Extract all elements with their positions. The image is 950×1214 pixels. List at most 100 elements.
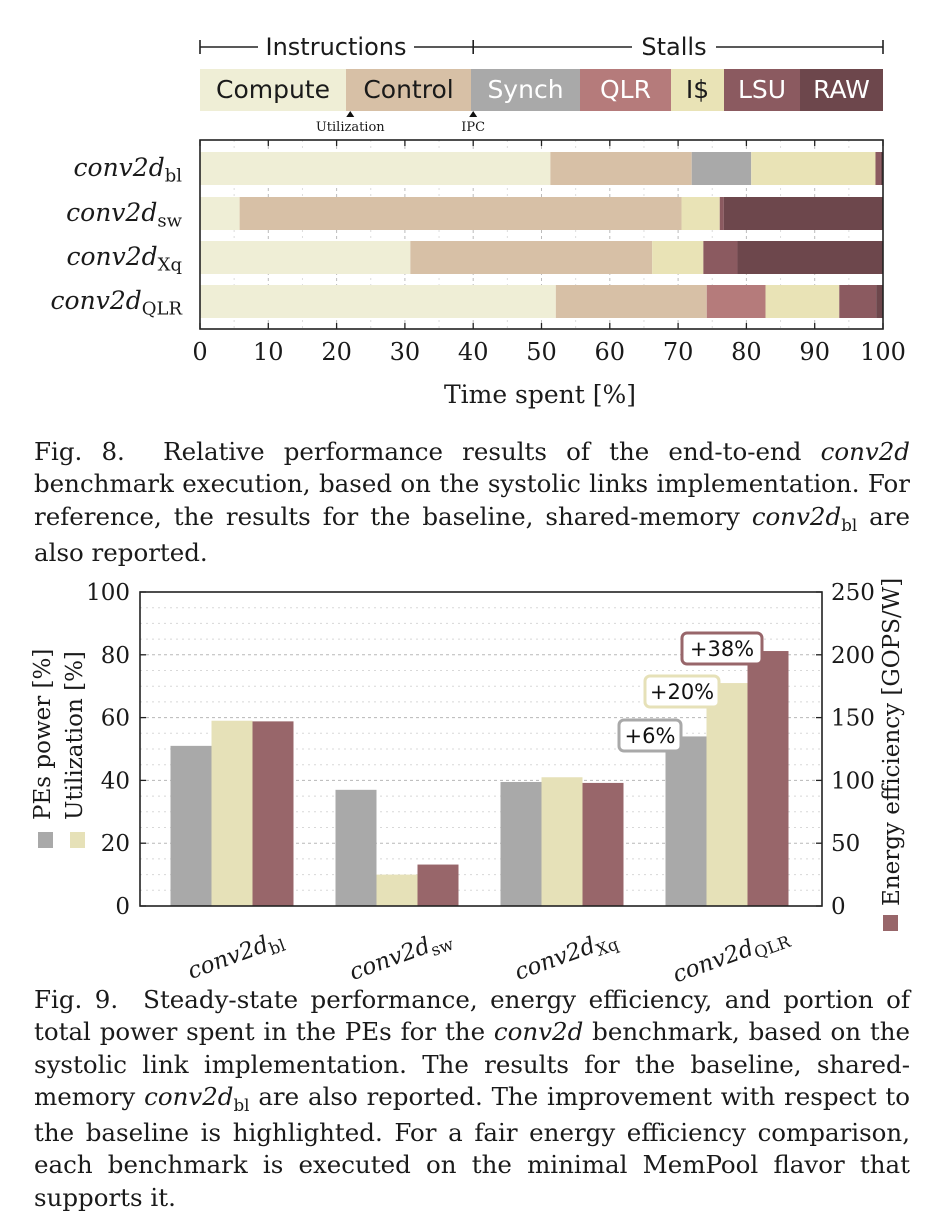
bar-segment <box>681 197 720 230</box>
x-tick-label: 30 <box>390 338 421 366</box>
x-tick-label: 60 <box>595 338 626 366</box>
legend-label: I$ <box>686 75 709 104</box>
bar-segment <box>200 241 411 274</box>
bar <box>376 874 418 906</box>
legend-swatch-icache <box>671 69 724 111</box>
bar-segment <box>652 241 704 274</box>
improvement-label: +6% <box>625 724 676 748</box>
bar-segment <box>200 285 556 318</box>
axis-legend-swatch <box>883 915 898 931</box>
x-tick-label: 10 <box>253 338 284 366</box>
row-label: conv2dQLR <box>51 286 183 320</box>
caption-text: Steady-state performance, energy efficie… <box>34 985 910 1047</box>
category-label: conv2dbl <box>184 926 288 987</box>
bar <box>665 736 707 906</box>
row-label: conv2dbl <box>74 153 183 187</box>
bar-segment <box>239 197 682 230</box>
bar <box>170 745 212 906</box>
axis-legend-swatch <box>70 832 85 848</box>
bar-segment <box>200 197 240 230</box>
plot-frame <box>139 591 823 907</box>
bar-segment <box>550 152 692 185</box>
improvement-badge <box>617 718 683 753</box>
stalls-header: Stalls <box>641 33 706 61</box>
y-tick-label-right: 150 <box>831 706 875 732</box>
y-tick-label-left: 80 <box>101 643 130 669</box>
caption-subscript: bl <box>233 1095 250 1115</box>
caption-text: are also reported. <box>34 501 910 567</box>
legend-label: LSU <box>738 75 786 104</box>
bar-segment <box>737 241 883 274</box>
y-axis-label-right: Energy efficiency [GOPS/W] <box>879 578 905 906</box>
x-tick-label: 50 <box>526 338 557 366</box>
bar <box>252 721 294 906</box>
bar-segment <box>691 152 752 185</box>
bar-segment <box>706 285 766 318</box>
caption-subscript: bl <box>841 515 858 535</box>
bar-segment <box>703 241 738 274</box>
legend-label: RAW <box>813 75 870 104</box>
bar <box>211 720 253 906</box>
improvement-badge <box>680 631 764 666</box>
bar-segment <box>839 285 877 318</box>
axis-legend-swatch <box>38 832 53 848</box>
bar-segment <box>719 197 724 230</box>
bar <box>541 777 583 906</box>
x-tick-label: 0 <box>192 338 207 366</box>
improvement-label: +20% <box>650 680 714 704</box>
category-label-group: conv2dXq <box>511 933 621 986</box>
row-label: conv2dsw <box>66 198 182 232</box>
figure-8-caption: Fig. 8. Relative performance results of … <box>34 436 910 569</box>
y-tick-label-right: 0 <box>831 894 846 920</box>
figure-9-grouped-bar-chart: conv2dbl conv2dsw conv2dXq conv2dQLR +6% +20%… <box>30 578 905 989</box>
y-tick-label-left: 40 <box>101 768 130 794</box>
legend-swatch-synch <box>471 69 580 111</box>
figure-9-caption: Fig. 9. Steady-state performance, energy… <box>34 984 910 1214</box>
marker-arrow <box>346 111 355 117</box>
y-tick-label-left: 100 <box>86 580 130 606</box>
bar-segment <box>880 152 883 185</box>
legend-label: Compute <box>216 75 330 104</box>
instructions-header: Instructions <box>266 33 407 61</box>
y-axis-label-left: Utilization [%] <box>62 651 88 820</box>
bar <box>747 651 789 906</box>
caption-text: benchmark execution, based on the systol… <box>34 469 910 531</box>
caption-label: Fig. 9. <box>34 985 119 1014</box>
y-tick-label-left: 60 <box>101 706 130 732</box>
legend-label: Control <box>363 75 453 104</box>
improvement-label: +38% <box>690 637 754 661</box>
bar-segment <box>410 241 653 274</box>
legend-swatch-qlr <box>580 69 671 111</box>
legend-swatch-lsu <box>724 69 800 111</box>
row-label: conv2dXq <box>66 242 182 276</box>
legend-label: QLR <box>600 75 651 104</box>
x-axis-label: Time spent [%] <box>444 380 636 409</box>
improvement-badge <box>643 674 721 709</box>
marker-label: IPC <box>461 120 485 135</box>
x-tick-label: 70 <box>663 338 694 366</box>
bar-segment <box>765 285 840 318</box>
caption-italic: conv2d <box>751 501 842 531</box>
bar-segment <box>751 152 876 185</box>
category-label: conv2dsw <box>346 925 456 989</box>
caption-label: Fig. 8. <box>34 437 125 466</box>
y-tick-label-right: 100 <box>831 768 875 794</box>
bar <box>417 864 459 906</box>
y-tick-label-right: 50 <box>831 831 860 857</box>
caption-italic: conv2d <box>820 437 910 466</box>
bar <box>335 789 377 906</box>
category-label-group: conv2dbl <box>184 926 288 987</box>
bar-segment <box>875 152 881 185</box>
legend-swatch-compute <box>200 69 346 111</box>
marker-label: Utilization <box>316 120 385 135</box>
y-tick-label-right: 250 <box>831 580 875 606</box>
x-tick-label: 20 <box>321 338 352 366</box>
legend-label: Synch <box>487 75 563 104</box>
bar <box>582 782 624 906</box>
caption-italic: conv2d <box>144 1081 234 1111</box>
caption-italic: conv2d <box>493 1017 584 1047</box>
bar-segment <box>876 285 883 318</box>
legend-swatch-control <box>346 69 471 111</box>
category-label-group: conv2dsw <box>346 925 456 989</box>
y-tick-label-left: 0 <box>115 894 130 920</box>
